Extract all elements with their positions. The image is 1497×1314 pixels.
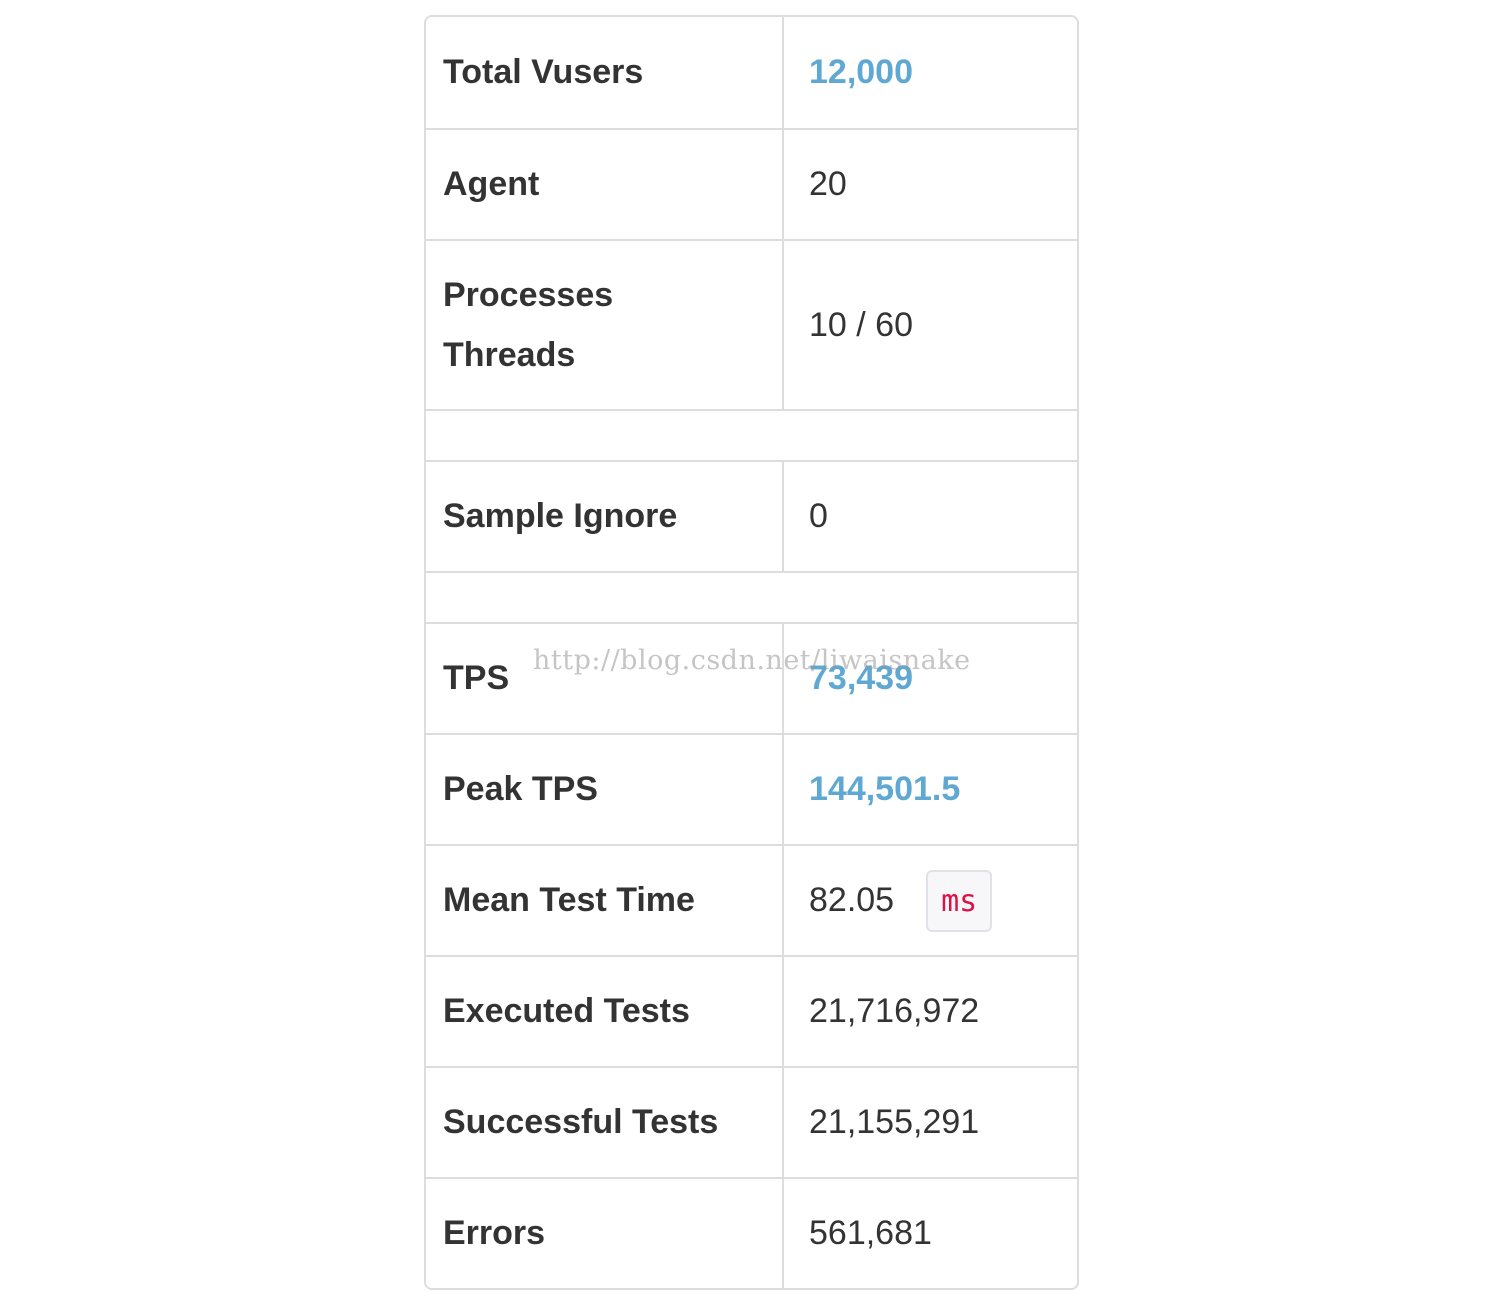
row-tps: TPS 73,439 [426, 622, 1077, 733]
total-vusers-label: Total Vusers [426, 17, 784, 128]
row-successful-tests: Successful Tests 21,155,291 [426, 1066, 1077, 1177]
threads-label: Threads [443, 336, 576, 374]
spacer-row [426, 571, 1077, 622]
spacer-row [426, 409, 1077, 460]
row-mean-test-time: Mean Test Time 82.05 ms [426, 844, 1077, 955]
agent-value: 20 [809, 165, 847, 203]
row-executed-tests: Executed Tests 21,716,972 [426, 955, 1077, 1066]
processes-threads-value: 10 / 60 [809, 305, 913, 344]
processes-label: Processes [443, 276, 614, 314]
errors-value: 561,681 [809, 1214, 932, 1252]
mean-test-time-cell: 82.05 ms [784, 846, 1077, 955]
unit-badge: ms [926, 869, 993, 932]
sample-ignore-value: 0 [809, 497, 828, 535]
row-total-vusers: Total Vusers 12,000 [426, 17, 1077, 128]
total-vusers-value: 12,000 [809, 53, 913, 91]
mean-test-time-value: 82.05 [809, 881, 895, 919]
test-summary-table: Total Vusers 12,000 Agent 20 Processes T… [424, 15, 1079, 1290]
successful-tests-value: 21,155,291 [809, 1103, 980, 1141]
peak-tps-label: Peak TPS [426, 735, 784, 844]
row-agent: Agent 20 [426, 128, 1077, 239]
sample-ignore-label: Sample Ignore [426, 462, 784, 571]
processes-threads-label: Processes Threads [426, 241, 784, 409]
row-peak-tps: Peak TPS 144,501.5 [426, 733, 1077, 844]
errors-label: Errors [426, 1179, 784, 1288]
executed-tests-label: Executed Tests [426, 957, 784, 1066]
successful-tests-label: Successful Tests [426, 1068, 784, 1177]
row-sample-ignore: Sample Ignore 0 [426, 460, 1077, 571]
mean-test-time-label: Mean Test Time [426, 846, 784, 955]
row-processes-threads: Processes Threads 10 / 60 [426, 239, 1077, 409]
row-errors: Errors 561,681 [426, 1177, 1077, 1288]
executed-tests-value: 21,716,972 [809, 992, 980, 1030]
agent-label: Agent [426, 130, 784, 239]
peak-tps-value: 144,501.5 [809, 770, 961, 808]
tps-label: TPS [426, 624, 784, 733]
tps-value: 73,439 [809, 659, 913, 697]
